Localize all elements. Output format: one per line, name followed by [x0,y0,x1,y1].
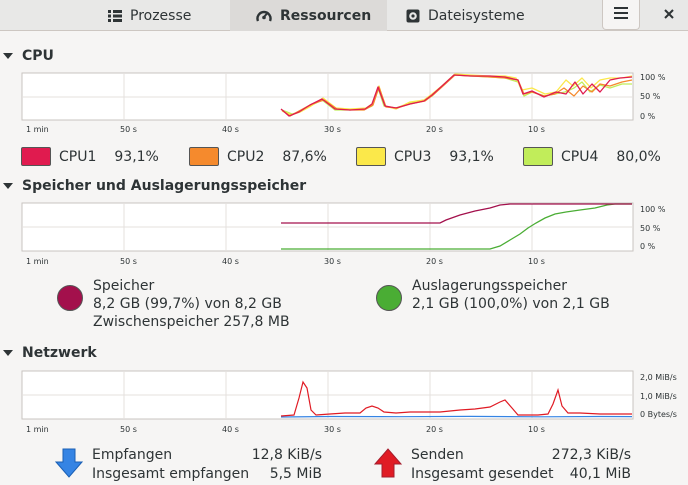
cpu3-legend: CPU3 93,1% [356,147,494,166]
x-axis-label: 50 s [120,125,137,134]
cpu2-legend: CPU2 87,6% [189,147,327,166]
cpu-value: 87,6% [282,148,327,165]
receive-total-label: Insgesamt empfangen [92,466,250,482]
swap-label: Auslagerungsspeicher [412,278,568,294]
receive-rate: 12,8 KiB/s [251,447,322,463]
network-section-title: Netzwerk [22,345,97,361]
cpu1-legend: CPU1 93,1% [21,147,159,166]
cpu4-legend: CPU4 80,0% [523,147,661,166]
ram-usage: 8,2 GB (99,7%) von 8,2 GB [93,296,282,312]
cpu-name: CPU1 [59,148,97,165]
tab-label: Ressourcen [280,7,372,24]
send-label: Senden [411,447,464,463]
cpu1-color-button[interactable] [21,147,51,166]
main-menu-button[interactable] [602,0,640,30]
receive-legend: Empfangen 12,8 KiB/s Insgesamt empfangen… [92,446,332,485]
ram-label: Speicher [93,278,155,294]
tab-processes[interactable]: Prozesse [90,0,230,31]
gauge-icon [256,9,272,23]
y-axis-label: 50 % [640,92,661,101]
x-axis-label: 30 s [324,425,341,434]
receive-total: 5,5 MiB [269,466,322,482]
tab-label: Dateisysteme [428,7,525,24]
y-axis-label: 2,0 MiB/s [640,373,677,382]
arrow-down-icon [54,448,84,482]
cpu2-color-button[interactable] [189,147,219,166]
disk-icon [406,9,420,23]
expander-arrow-icon [3,183,13,189]
ram-legend: Speicher 8,2 GB (99,7%) von 8,2 GB Zwisc… [57,277,290,331]
x-axis-label: 20 s [426,125,443,134]
memory-section-title: Speicher und Auslagerungsspeicher [22,178,307,194]
y-axis-label: 0 % [640,242,656,251]
cpu-name: CPU3 [394,148,432,165]
y-axis-label: 0 % [640,112,656,121]
close-button[interactable] [654,0,684,30]
x-axis-label: 30 s [324,125,341,134]
y-axis-label: 50 % [640,224,661,233]
hamburger-icon [614,6,628,23]
arrow-up-icon [373,448,403,482]
x-axis-label: 10 s [528,125,545,134]
send-color-button[interactable] [373,448,403,482]
swap-usage: 2,1 GB (100,0%) von 2,1 GB [412,296,610,312]
x-axis-label: 20 s [426,425,443,434]
x-axis-label: 1 min [26,125,49,134]
memory-graph: 100 % 50 % 0 % 1 min 50 s 40 s 30 s 20 s… [0,200,688,270]
tab-filesystems[interactable]: Dateisysteme [387,0,547,31]
x-axis-label: 10 s [528,257,545,266]
cpu-value: 93,1% [114,148,159,165]
x-axis-label: 1 min [26,257,49,266]
y-axis-label: 1,0 MiB/s [640,392,677,401]
receive-color-button[interactable] [54,448,84,482]
ram-color-button[interactable] [57,285,83,311]
close-icon [664,7,674,23]
x-axis-label: 50 s [120,425,137,434]
cpu-section-title: CPU [22,48,54,64]
y-axis-label: 0 Bytes/s [640,410,677,419]
tab-resources[interactable]: Ressourcen [230,0,387,31]
cpu-value: 80,0% [616,148,661,165]
x-axis-label: 50 s [120,257,137,266]
cpu-name: CPU2 [227,148,265,165]
swap-color-button[interactable] [376,285,402,311]
cpu3-color-button[interactable] [356,147,386,166]
swap-legend: Auslagerungsspeicher 2,1 GB (100,0%) von… [376,277,610,313]
y-axis-label: 100 % [640,205,666,214]
ram-cache: Zwischenspeicher 257,8 MB [93,314,290,330]
x-axis-label: 40 s [222,257,239,266]
x-axis-label: 30 s [324,257,341,266]
tab-label: Prozesse [130,7,192,24]
cpu-name: CPU4 [561,148,599,165]
header-bar: Prozesse Ressourcen Dateisysteme [0,0,688,31]
memory-section-header[interactable]: Speicher und Auslagerungsspeicher [0,175,306,197]
send-total-label: Insgesamt gesendet [411,466,554,482]
x-axis-label: 40 s [222,425,239,434]
send-total: 40,1 MiB [569,466,631,482]
expander-arrow-icon [3,350,13,356]
cpu-section-header[interactable]: CPU [0,45,54,67]
send-rate: 272,3 KiB/s [551,447,631,463]
y-axis-label: 100 % [640,73,666,82]
list-icon [108,9,122,23]
x-axis-label: 1 min [26,425,49,434]
x-axis-label: 40 s [222,125,239,134]
cpu-graph: 100 % 50 % 0 % 1 min 50 s 40 s 30 s 20 s… [0,70,688,138]
receive-label: Empfangen [92,447,173,463]
cpu-value: 93,1% [449,148,494,165]
x-axis-label: 10 s [528,425,545,434]
cpu4-color-button[interactable] [523,147,553,166]
network-section-header[interactable]: Netzwerk [0,342,97,364]
expander-arrow-icon [3,53,13,59]
x-axis-label: 20 s [426,257,443,266]
send-legend: Senden 272,3 KiB/s Insgesamt gesendet 40… [411,446,641,485]
network-graph: 2,0 MiB/s 1,0 MiB/s 0 Bytes/s 1 min 50 s… [0,368,688,438]
